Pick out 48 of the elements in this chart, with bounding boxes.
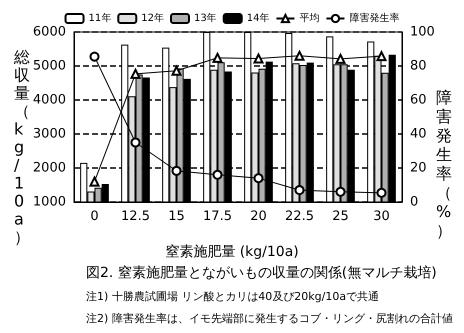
text: 注2) 障害発生率は、イモ先端部に発生するコブ・リング・尻割れの合計値 (86, 312, 453, 325)
point (90, 176, 100, 187)
y-tick-label: 3000 (32, 126, 66, 142)
x-tick-label: 22.5 (285, 209, 314, 224)
point (130, 138, 140, 148)
text: 総収量（kg/10a） (14, 48, 30, 246)
point (376, 51, 386, 62)
x-tick-label: 0 (90, 209, 99, 224)
x-tick-label: 20 (250, 209, 267, 224)
point (336, 54, 346, 64)
y2-tick-label: 40 (410, 126, 427, 142)
legend-label: 14年 (246, 12, 270, 24)
point (294, 185, 304, 196)
y-tick-label: 2000 (32, 160, 66, 176)
x-tick-label: 25 (332, 209, 349, 224)
x-tick-label: 15 (168, 209, 185, 224)
legend-label: 12年 (141, 12, 164, 24)
point (212, 170, 222, 180)
y-tick-label: 1000 (32, 194, 66, 210)
y2-tick-label: 0 (410, 194, 418, 210)
text: 注1) 十勝農試圃場 リン酸とカリは40及び20kg/10aで共通 (86, 290, 380, 303)
x-tick-label: 12.5 (121, 209, 150, 224)
x-tick-label: 17.5 (203, 209, 232, 224)
y2-tick-label: 20 (410, 160, 427, 176)
point (212, 52, 222, 63)
point (172, 166, 182, 176)
x-tick-label: 30 (373, 209, 390, 224)
point (90, 52, 100, 62)
y2-tick-label: 80 (410, 58, 427, 74)
legend-label: 平均 (299, 12, 320, 24)
point (376, 188, 386, 198)
point (172, 66, 182, 76)
y-tick-label: 4000 (32, 92, 66, 108)
y-tick-label: 6000 (32, 24, 66, 40)
y2-axis-title: 障害発生率（%） (436, 88, 452, 240)
point (294, 50, 304, 61)
point (254, 54, 264, 64)
y2-tick-label: 100 (410, 24, 435, 40)
y-tick-label: 5000 (32, 58, 66, 74)
x-axis-title: 窒素施肥量 (kg/10a) (165, 244, 299, 260)
point (254, 173, 264, 184)
point (130, 68, 140, 79)
point (336, 186, 346, 197)
text: 図2. 窒素施肥量とながいもの収量の関係(無マルチ栽培) (86, 265, 437, 281)
legend-label: 13年 (194, 12, 217, 24)
legend-label: 11年 (88, 12, 112, 24)
legend-label: 障害発生率 (349, 12, 400, 24)
y2-tick-label: 60 (410, 92, 427, 108)
